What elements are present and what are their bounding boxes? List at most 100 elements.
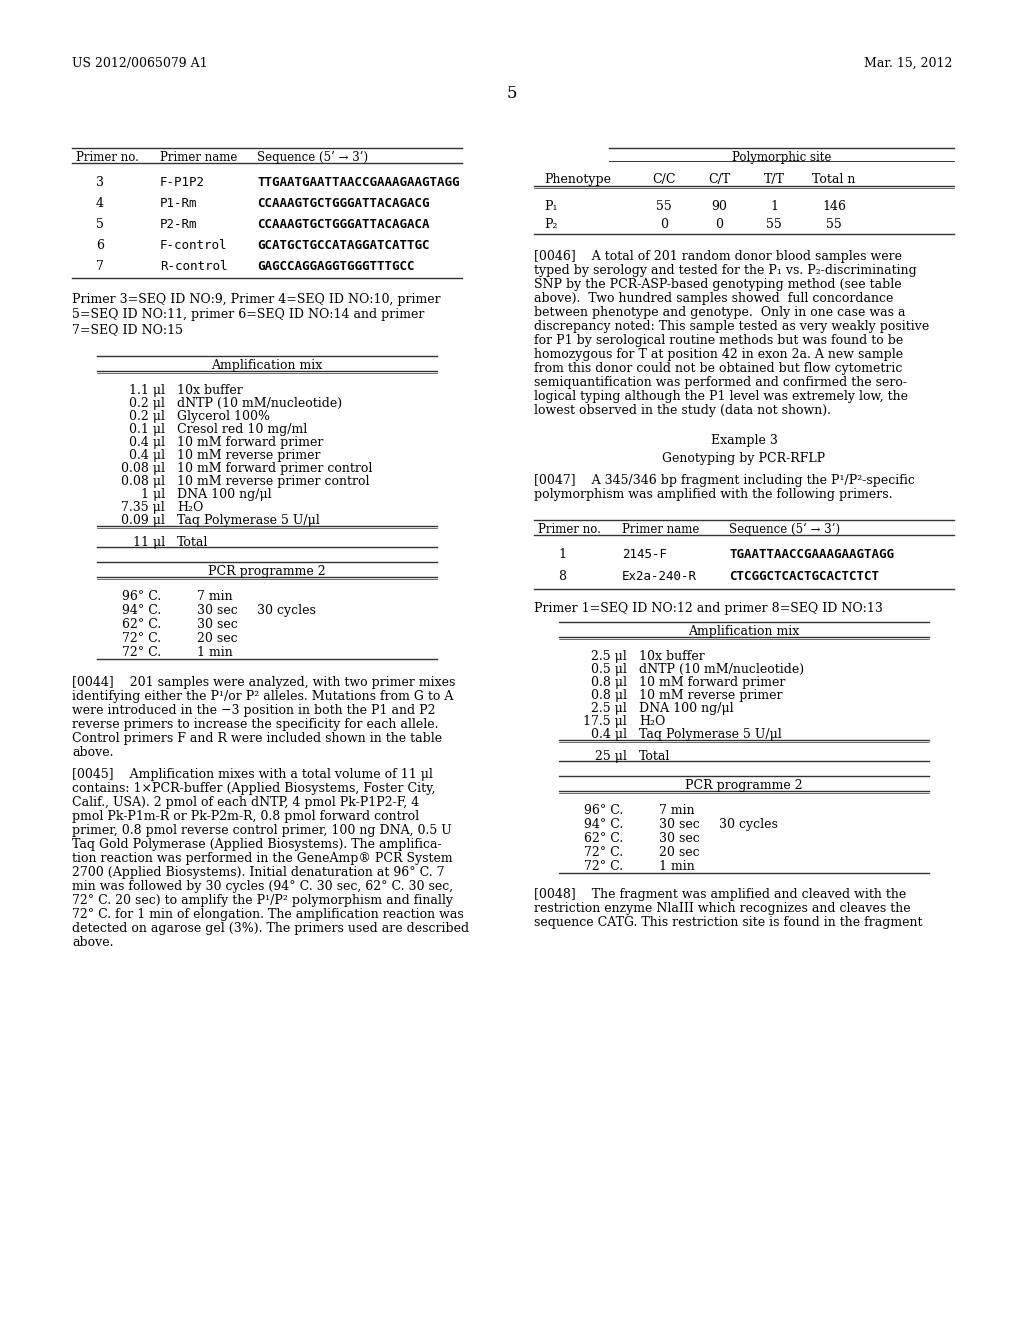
Text: 72° C.: 72° C. bbox=[122, 645, 161, 659]
Text: C/T: C/T bbox=[708, 173, 730, 186]
Text: 72° C.: 72° C. bbox=[122, 632, 161, 645]
Text: 30 cycles: 30 cycles bbox=[257, 605, 315, 616]
Text: 0.2 μl: 0.2 μl bbox=[129, 411, 165, 422]
Text: F-control: F-control bbox=[160, 239, 227, 252]
Text: 90: 90 bbox=[711, 201, 727, 213]
Text: 30 sec: 30 sec bbox=[197, 618, 238, 631]
Text: contains: 1×PCR-buffer (Applied Biosystems, Foster City,: contains: 1×PCR-buffer (Applied Biosyste… bbox=[72, 781, 435, 795]
Text: 10 mM forward primer: 10 mM forward primer bbox=[177, 436, 324, 449]
Text: 72° C. 20 sec) to amplify the P¹/P² polymorphism and finally: 72° C. 20 sec) to amplify the P¹/P² poly… bbox=[72, 894, 453, 907]
Text: 72° C. for 1 min of elongation. The amplification reaction was: 72° C. for 1 min of elongation. The ampl… bbox=[72, 908, 464, 921]
Text: typed by serology and tested for the P₁ vs. P₂-discriminating: typed by serology and tested for the P₁ … bbox=[534, 264, 916, 277]
Text: 10 mM reverse primer: 10 mM reverse primer bbox=[177, 449, 321, 462]
Text: Taq Gold Polymerase (Applied Biosystems). The amplifica-: Taq Gold Polymerase (Applied Biosystems)… bbox=[72, 838, 441, 851]
Text: P₂: P₂ bbox=[544, 218, 557, 231]
Text: 0: 0 bbox=[715, 218, 723, 231]
Text: Primer name: Primer name bbox=[622, 523, 699, 536]
Text: DNA 100 ng/μl: DNA 100 ng/μl bbox=[177, 488, 271, 502]
Text: 0.5 μl: 0.5 μl bbox=[591, 663, 627, 676]
Text: 5: 5 bbox=[96, 218, 104, 231]
Text: [0045]    Amplification mixes with a total volume of 11 μl: [0045] Amplification mixes with a total … bbox=[72, 768, 433, 781]
Text: CCAAAGTGCTGGGATTACAGACA: CCAAAGTGCTGGGATTACAGACA bbox=[257, 218, 429, 231]
Text: 62° C.: 62° C. bbox=[122, 618, 161, 631]
Text: 72° C.: 72° C. bbox=[584, 861, 624, 873]
Text: 7 min: 7 min bbox=[659, 804, 694, 817]
Text: 10 mM reverse primer control: 10 mM reverse primer control bbox=[177, 475, 370, 488]
Text: 2.5 μl: 2.5 μl bbox=[591, 649, 627, 663]
Text: 10x buffer: 10x buffer bbox=[177, 384, 243, 397]
Text: 0.4 μl: 0.4 μl bbox=[129, 436, 165, 449]
Text: Primer 3=SEQ ID NO:9, Primer 4=SEQ ID NO:10, primer: Primer 3=SEQ ID NO:9, Primer 4=SEQ ID NO… bbox=[72, 293, 440, 306]
Text: dNTP (10 mM/nucleotide): dNTP (10 mM/nucleotide) bbox=[177, 397, 342, 411]
Text: Total: Total bbox=[639, 750, 671, 763]
Text: 3: 3 bbox=[96, 176, 104, 189]
Text: 1 min: 1 min bbox=[197, 645, 232, 659]
Text: 0: 0 bbox=[660, 218, 668, 231]
Text: logical typing although the P1 level was extremely low, the: logical typing although the P1 level was… bbox=[534, 389, 908, 403]
Text: R-control: R-control bbox=[160, 260, 227, 273]
Text: polymorphism was amplified with the following primers.: polymorphism was amplified with the foll… bbox=[534, 488, 893, 502]
Text: 1 min: 1 min bbox=[659, 861, 694, 873]
Text: 0.08 μl: 0.08 μl bbox=[121, 462, 165, 475]
Text: 55: 55 bbox=[826, 218, 842, 231]
Text: F-P1P2: F-P1P2 bbox=[160, 176, 205, 189]
Text: dNTP (10 mM/nucleotide): dNTP (10 mM/nucleotide) bbox=[639, 663, 804, 676]
Text: US 2012/0065079 A1: US 2012/0065079 A1 bbox=[72, 57, 208, 70]
Text: 7.35 μl: 7.35 μl bbox=[121, 502, 165, 513]
Text: 10 mM forward primer control: 10 mM forward primer control bbox=[177, 462, 373, 475]
Text: 5=SEQ ID NO:11, primer 6=SEQ ID NO:14 and primer: 5=SEQ ID NO:11, primer 6=SEQ ID NO:14 an… bbox=[72, 308, 424, 321]
Text: 7 min: 7 min bbox=[197, 590, 232, 603]
Text: 0.8 μl: 0.8 μl bbox=[591, 689, 627, 702]
Text: 30 cycles: 30 cycles bbox=[719, 818, 778, 832]
Text: 20 sec: 20 sec bbox=[197, 632, 238, 645]
Text: above.: above. bbox=[72, 936, 114, 949]
Text: Primer no.: Primer no. bbox=[538, 523, 601, 536]
Text: above).  Two hundred samples showed  full concordance: above). Two hundred samples showed full … bbox=[534, 292, 893, 305]
Text: 7: 7 bbox=[96, 260, 104, 273]
Text: 4: 4 bbox=[96, 197, 104, 210]
Text: 96° C.: 96° C. bbox=[584, 804, 624, 817]
Text: reverse primers to increase the specificity for each allele.: reverse primers to increase the specific… bbox=[72, 718, 438, 731]
Text: 30 sec: 30 sec bbox=[659, 832, 699, 845]
Text: semiquantification was performed and confirmed the sero-: semiquantification was performed and con… bbox=[534, 376, 907, 389]
Text: Control primers F and R were included shown in the table: Control primers F and R were included sh… bbox=[72, 733, 442, 744]
Text: identifying either the P¹/or P² alleles. Mutations from G to A: identifying either the P¹/or P² alleles.… bbox=[72, 690, 454, 704]
Text: 11 μl: 11 μl bbox=[133, 536, 165, 549]
Text: PCR programme 2: PCR programme 2 bbox=[208, 565, 326, 578]
Text: sequence CATG. This restriction site is found in the fragment: sequence CATG. This restriction site is … bbox=[534, 916, 923, 929]
Text: 0.8 μl: 0.8 μl bbox=[591, 676, 627, 689]
Text: Cresol red 10 mg/ml: Cresol red 10 mg/ml bbox=[177, 422, 307, 436]
Text: P2-Rm: P2-Rm bbox=[160, 218, 198, 231]
Text: Phenotype: Phenotype bbox=[544, 173, 611, 186]
Text: Taq Polymerase 5 U/μl: Taq Polymerase 5 U/μl bbox=[639, 729, 781, 741]
Text: [0044]    201 samples were analyzed, with two primer mixes: [0044] 201 samples were analyzed, with t… bbox=[72, 676, 456, 689]
Text: 1: 1 bbox=[558, 548, 566, 561]
Text: Mar. 15, 2012: Mar. 15, 2012 bbox=[863, 57, 952, 70]
Text: Amplification mix: Amplification mix bbox=[211, 359, 323, 372]
Text: 0.2 μl: 0.2 μl bbox=[129, 397, 165, 411]
Text: 1 μl: 1 μl bbox=[141, 488, 165, 502]
Text: 0.09 μl: 0.09 μl bbox=[121, 513, 165, 527]
Text: 2.5 μl: 2.5 μl bbox=[591, 702, 627, 715]
Text: P₁: P₁ bbox=[544, 201, 557, 213]
Text: 0.4 μl: 0.4 μl bbox=[129, 449, 165, 462]
Text: 94° C.: 94° C. bbox=[122, 605, 161, 616]
Text: CTCGGCTCACTGCACTCTCT: CTCGGCTCACTGCACTCTCT bbox=[729, 570, 879, 583]
Text: between phenotype and genotype.  Only in one case was a: between phenotype and genotype. Only in … bbox=[534, 306, 905, 319]
Text: TGAATTAACCGAAAGAAGTAGG: TGAATTAACCGAAAGAAGTAGG bbox=[729, 548, 894, 561]
Text: for P1 by serological routine methods but was found to be: for P1 by serological routine methods bu… bbox=[534, 334, 903, 347]
Text: 10 mM forward primer: 10 mM forward primer bbox=[639, 676, 785, 689]
Text: from this donor could not be obtained but flow cytometric: from this donor could not be obtained bu… bbox=[534, 362, 902, 375]
Text: T/T: T/T bbox=[764, 173, 784, 186]
Text: Sequence (5’ → 3’): Sequence (5’ → 3’) bbox=[729, 523, 840, 536]
Text: tion reaction was performed in the GeneAmp® PCR System: tion reaction was performed in the GeneA… bbox=[72, 851, 453, 865]
Text: 10 mM reverse primer: 10 mM reverse primer bbox=[639, 689, 782, 702]
Text: pmol Pk-P1m-R or Pk-P2m-R, 0.8 pmol forward control: pmol Pk-P1m-R or Pk-P2m-R, 0.8 pmol forw… bbox=[72, 810, 419, 822]
Text: 1.1 μl: 1.1 μl bbox=[129, 384, 165, 397]
Text: Amplification mix: Amplification mix bbox=[688, 624, 800, 638]
Text: lowest observed in the study (data not shown).: lowest observed in the study (data not s… bbox=[534, 404, 831, 417]
Text: GCATGCTGCCATAGGATCATTGC: GCATGCTGCCATAGGATCATTGC bbox=[257, 239, 429, 252]
Text: [0047]    A 345/346 bp fragment including the P¹/P²-specific: [0047] A 345/346 bp fragment including t… bbox=[534, 474, 914, 487]
Text: were introduced in the −3 position in both the P1 and P2: were introduced in the −3 position in bo… bbox=[72, 704, 435, 717]
Text: 8: 8 bbox=[558, 570, 566, 583]
